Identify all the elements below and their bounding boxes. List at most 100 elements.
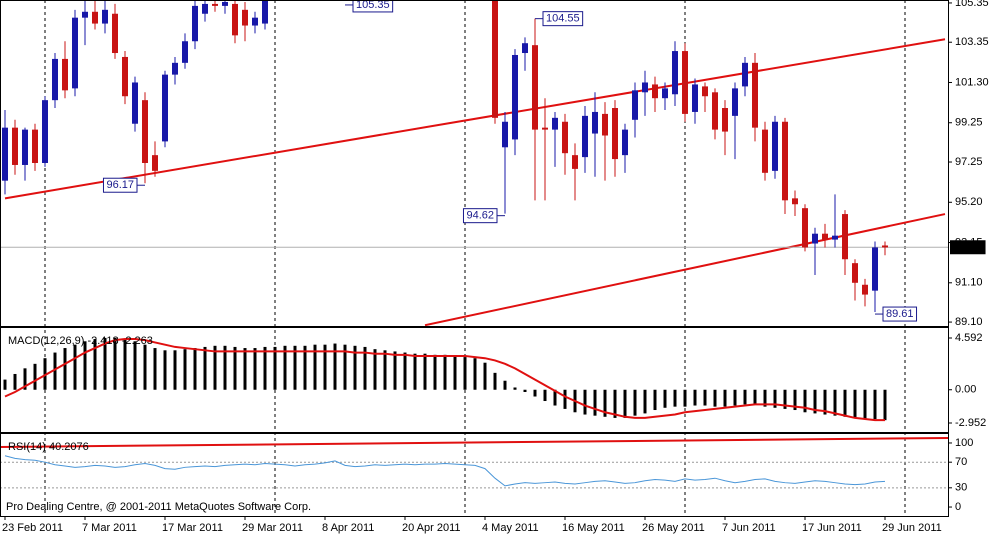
candle-body [622,129,628,156]
candle-body [522,43,528,54]
x-tick-label: 29 Mar 2011 [242,522,303,534]
y-tick-label: 105.35 [955,0,989,9]
trendline [424,213,946,326]
x-tick-label: 4 May 2011 [482,522,539,534]
macd-bar [323,344,327,390]
candle-body [182,41,188,63]
candle-body [742,62,748,87]
macd-bar [63,348,67,390]
candle-body [22,129,28,165]
macd-bar [283,345,287,390]
macd-bar [633,389,637,416]
y-tick-label: 97.25 [955,156,983,168]
macd-bar [243,348,247,390]
macd-bar [773,389,777,408]
candle-body [152,155,158,171]
candle-body [172,62,178,75]
macd-bar [583,389,587,415]
candle-body [32,129,38,163]
macd-bar [203,346,207,390]
macd-bar [463,357,467,390]
rsi-line [4,455,886,487]
candle-body [572,155,578,169]
macd-bar [213,345,217,390]
macd-bar [103,337,107,390]
panel-borders [0,0,949,517]
macd-bar [273,346,277,390]
macd-bar [223,345,227,390]
candle-body [492,0,498,118]
x-tick-label: 8 Apr 2011 [322,522,374,534]
y-tick-label: 91.10 [955,277,983,289]
macd-bar [623,389,627,418]
current-price-label: 92.91 [954,241,982,253]
candle-body [722,108,728,132]
candle-body [212,3,218,6]
macd-bar [293,345,297,390]
candle-body [692,84,698,112]
y-tick-label: 4.592 [955,332,983,344]
x-tick-label: 17 Jun 2011 [802,522,862,534]
candle-body [112,13,118,54]
macd-bar [423,353,427,390]
candle-body [502,121,508,148]
candle-body [102,9,108,24]
candle-body [642,82,648,93]
x-tick-label: 23 Feb 2011 [2,522,63,534]
candle-body [832,235,838,240]
candle-body [72,17,78,89]
macd-bar [813,389,817,414]
low-label: 89.61 [886,308,914,320]
signal-line [4,338,885,422]
candle-body [162,74,168,142]
candle-body [562,121,568,154]
panel-border [0,327,949,433]
macd-bar [33,363,37,390]
macd-bar [863,389,867,420]
macd-bar [593,389,597,416]
candle-body [632,90,638,120]
macd-bar [823,389,827,415]
macd-bar [743,389,747,405]
price-panel: 96.17 105.35 94.62 89.61 104.55 [0,0,948,326]
macd-bar [873,389,877,420]
candle-body [712,92,718,130]
candle-body [812,233,818,244]
candle-body [232,3,238,36]
candle-body [582,115,588,158]
macd-bar [843,389,847,417]
macd-bar [513,387,517,390]
y-tick-label: 70 [955,456,967,468]
candle-body [252,17,258,26]
candle-body [532,45,538,130]
macd-bar [163,350,167,390]
candle-body [822,233,828,240]
macd-panel [3,337,887,422]
macd-bar [413,353,417,390]
candle-body [2,127,8,181]
y-tick-label: 0 [955,501,961,513]
macd-bar [23,368,27,390]
x-tick-label: 7 Mar 2011 [82,522,137,534]
candle-body [242,9,248,26]
macd-bar [553,389,557,406]
high-label: 104.55 [546,13,580,25]
candle-body [752,62,758,128]
macd-bar [483,362,487,390]
candle-body [662,88,668,99]
macd-bar [373,349,377,390]
macd-bar [303,345,307,390]
panel-border [0,433,949,517]
macd-bar [853,389,857,418]
macd-bar [723,389,727,407]
current-price-box [950,240,986,255]
macd-bar [563,389,567,409]
macd-title: MACD(12,26,9) -2.418 -2.263 [8,335,153,347]
macd-bar [93,339,97,390]
candle-body [772,121,778,171]
candle-body [762,129,768,173]
macd-bar [183,349,187,390]
candle-body [872,247,878,291]
